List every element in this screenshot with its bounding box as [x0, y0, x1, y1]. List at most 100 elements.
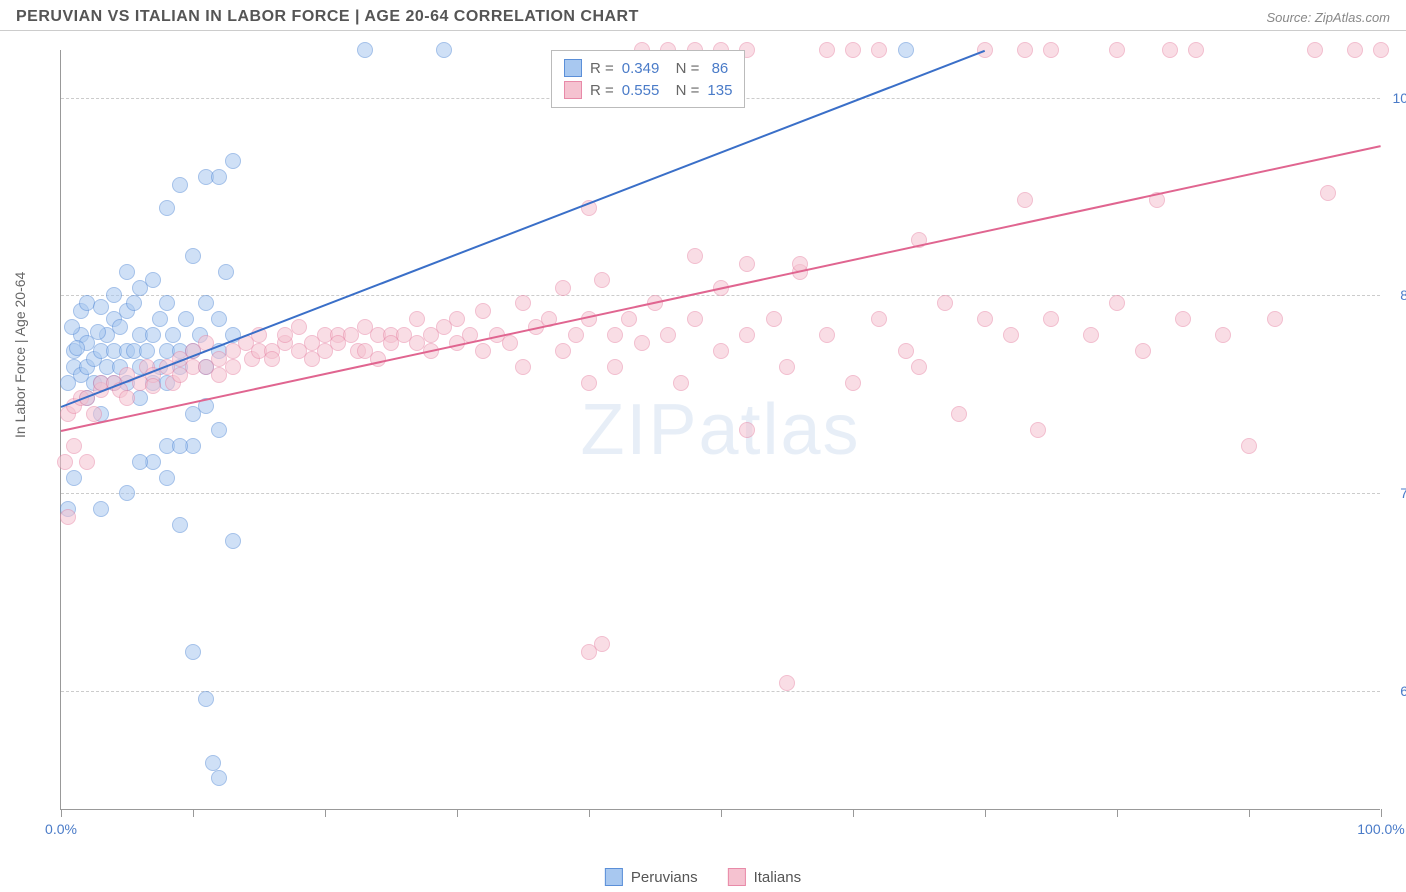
scatter-point: [779, 675, 795, 691]
scatter-point: [871, 311, 887, 327]
ytick-label: 75.0%: [1385, 485, 1406, 501]
scatter-point: [357, 42, 373, 58]
scatter-point: [198, 295, 214, 311]
scatter-point: [60, 509, 76, 525]
scatter-point: [739, 327, 755, 343]
trend-line: [61, 145, 1381, 432]
ytick-label: 87.5%: [1385, 287, 1406, 303]
scatter-point: [218, 264, 234, 280]
scatter-point: [660, 327, 676, 343]
xtick: [1249, 809, 1250, 817]
scatter-point: [621, 311, 637, 327]
xtick-label: 0.0%: [45, 821, 77, 837]
scatter-point: [779, 359, 795, 375]
scatter-point: [911, 359, 927, 375]
scatter-point: [1307, 42, 1323, 58]
scatter-point: [159, 295, 175, 311]
scatter-point: [119, 264, 135, 280]
legend-row-peruvians: R = 0.349 N = 86: [564, 57, 732, 79]
scatter-point: [1267, 311, 1283, 327]
xtick: [985, 809, 986, 817]
scatter-point: [713, 343, 729, 359]
scatter-point: [687, 248, 703, 264]
scatter-point: [1162, 42, 1178, 58]
scatter-point: [581, 375, 597, 391]
scatter-point: [139, 343, 155, 359]
scatter-point: [845, 42, 861, 58]
scatter-point: [1003, 327, 1019, 343]
scatter-point: [594, 636, 610, 652]
ytick-label: 100.0%: [1385, 90, 1406, 106]
scatter-point: [607, 327, 623, 343]
scatter-point: [1043, 311, 1059, 327]
scatter-point: [264, 351, 280, 367]
scatter-point: [112, 319, 128, 335]
scatter-point: [132, 454, 148, 470]
scatter-point: [1109, 42, 1125, 58]
scatter-point: [66, 470, 82, 486]
scatter-point: [211, 422, 227, 438]
scatter-point: [225, 153, 241, 169]
scatter-point: [819, 42, 835, 58]
scatter-point: [937, 295, 953, 311]
legend-item-peruvians: Peruvians: [605, 868, 698, 886]
trend-line: [61, 50, 986, 408]
legend-swatch-italians: [564, 81, 582, 99]
scatter-point: [951, 406, 967, 422]
scatter-point: [1017, 42, 1033, 58]
n-value-italians: 135: [707, 82, 732, 99]
gridline-h: [61, 691, 1380, 692]
scatter-point: [64, 319, 80, 335]
scatter-point: [819, 327, 835, 343]
xtick: [61, 809, 62, 817]
xtick: [853, 809, 854, 817]
xtick: [193, 809, 194, 817]
legend-swatch-peruvians: [564, 59, 582, 77]
scatter-point: [185, 248, 201, 264]
scatter-point: [225, 533, 241, 549]
xtick: [589, 809, 590, 817]
scatter-point: [687, 311, 703, 327]
xtick: [721, 809, 722, 817]
scatter-point: [119, 485, 135, 501]
scatter-point: [205, 755, 221, 771]
scatter-point: [594, 272, 610, 288]
scatter-point: [634, 335, 650, 351]
scatter-point: [66, 438, 82, 454]
legend-swatch-bottom-italians: [728, 868, 746, 886]
scatter-point: [119, 390, 135, 406]
scatter-point: [152, 311, 168, 327]
xtick-label: 100.0%: [1357, 821, 1404, 837]
scatter-point: [673, 375, 689, 391]
scatter-point: [211, 169, 227, 185]
scatter-point: [145, 272, 161, 288]
legend-label-peruvians: Peruvians: [631, 869, 698, 886]
scatter-point: [845, 375, 861, 391]
scatter-point: [1320, 185, 1336, 201]
scatter-point: [185, 644, 201, 660]
legend-row-italians: R = 0.555 N = 135: [564, 79, 732, 101]
scatter-point: [159, 470, 175, 486]
scatter-point: [106, 287, 122, 303]
scatter-point: [165, 327, 181, 343]
scatter-point: [555, 343, 571, 359]
scatter-point: [79, 454, 95, 470]
chart-title: PERUVIAN VS ITALIAN IN LABOR FORCE | AGE…: [16, 8, 639, 26]
scatter-point: [607, 359, 623, 375]
scatter-point: [145, 378, 161, 394]
scatter-point: [198, 691, 214, 707]
scatter-point: [57, 454, 73, 470]
scatter-point: [436, 42, 452, 58]
scatter-point: [515, 295, 531, 311]
scatter-point: [766, 311, 782, 327]
legend-item-italians: Italians: [728, 868, 802, 886]
scatter-point: [475, 343, 491, 359]
scatter-point: [1030, 422, 1046, 438]
scatter-point: [172, 177, 188, 193]
legend-label-italians: Italians: [754, 869, 802, 886]
r-value-italians: 0.555: [622, 82, 660, 99]
scatter-point: [555, 280, 571, 296]
scatter-point: [178, 311, 194, 327]
r-value-peruvians: 0.349: [622, 60, 660, 77]
scatter-point: [475, 303, 491, 319]
